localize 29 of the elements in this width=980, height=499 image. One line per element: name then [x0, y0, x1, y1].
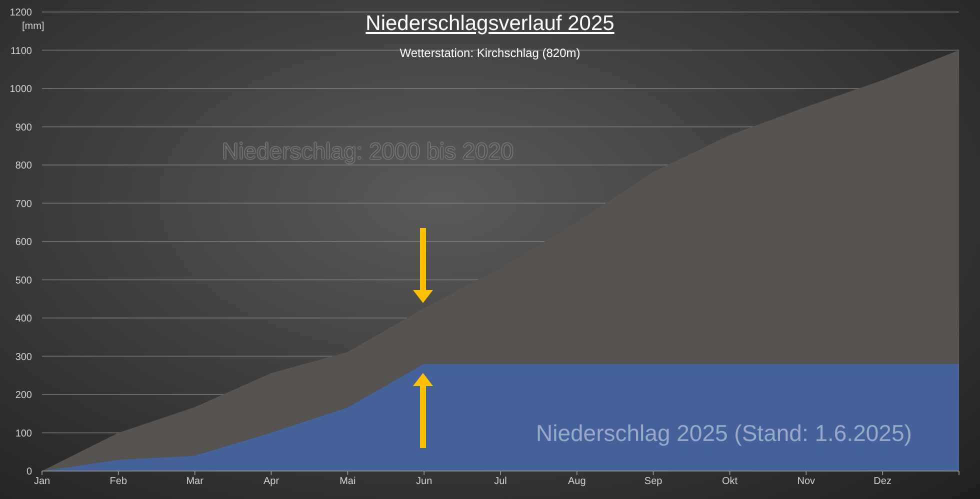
y-tick-label: 900	[15, 122, 32, 134]
x-tick-label: Okt	[722, 476, 738, 488]
chart-title: Niederschlagsverlauf 2025	[366, 12, 614, 35]
y-tick-label: 1000	[10, 84, 32, 96]
y-axis-title: [mm]	[22, 21, 44, 32]
y-tick-label: 400	[15, 314, 32, 325]
x-tick-label: Jul	[494, 476, 507, 488]
y-tick-label: 200	[15, 390, 32, 402]
y-tick-label: 1200	[10, 8, 32, 19]
series-label: Niederschlag 2025 (Stand: 1.6.2025)	[536, 420, 912, 447]
y-tick-label: 1100	[10, 46, 32, 57]
y-tick-label: 300	[15, 352, 32, 363]
text: Wetterstation: Kirchschlag (820m)	[400, 46, 580, 60]
x-tick-label: Aug	[568, 476, 586, 488]
x-tick-label: Jun	[416, 476, 432, 488]
y-tick-label: 600	[15, 237, 32, 248]
x-tick-label: Apr	[263, 476, 280, 488]
y-tick-label: 700	[15, 198, 32, 210]
x-tick-label: Jan	[34, 476, 50, 488]
x-tick-label: Feb	[110, 476, 128, 488]
x-tick-label: Mai	[340, 476, 356, 488]
y-tick-label: 800	[15, 160, 32, 172]
y-tick-label: 0	[26, 466, 32, 478]
y-tick-label: 500	[15, 275, 32, 286]
x-tick-label: Mar	[186, 476, 204, 488]
x-tick-label: Nov	[797, 476, 816, 488]
x-tick-label: Dez	[874, 476, 892, 488]
y-tick-label: 100	[15, 428, 32, 440]
x-tick-label: Sep	[644, 476, 663, 488]
